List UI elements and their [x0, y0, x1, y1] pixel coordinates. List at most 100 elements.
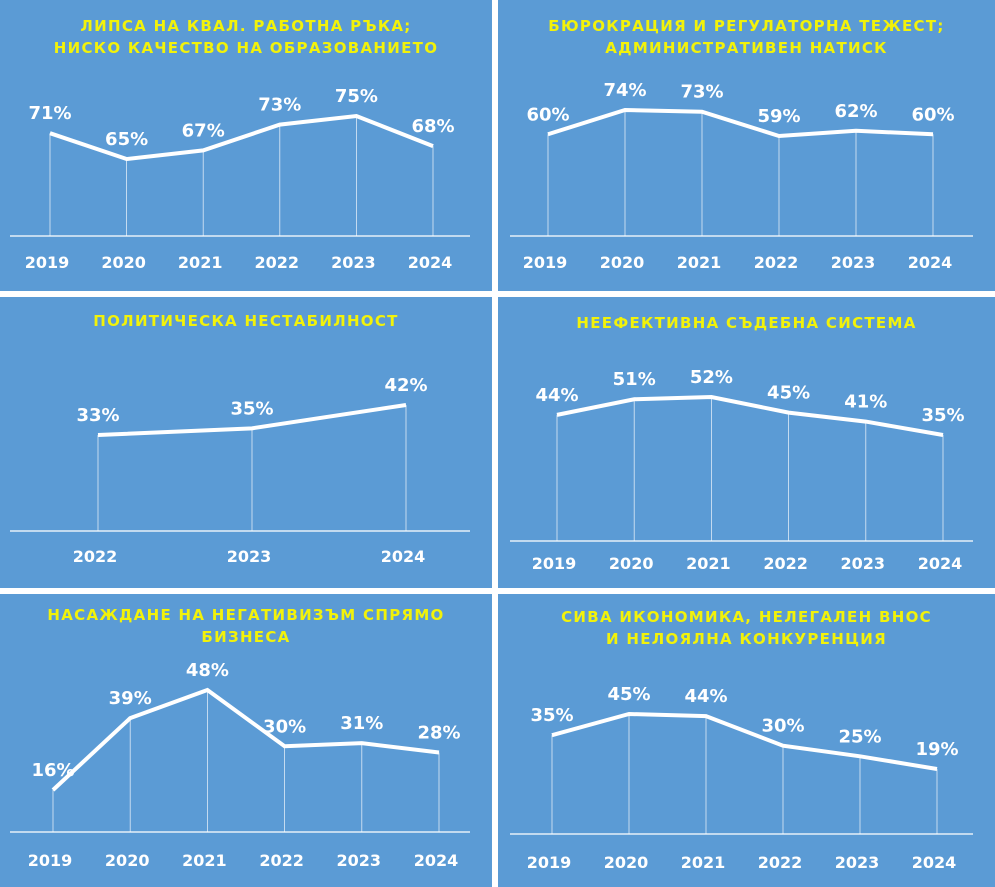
x-tick-label: 2023: [841, 554, 886, 573]
x-tick-label: 2024: [414, 851, 459, 870]
x-tick-label: 2022: [763, 554, 808, 573]
data-label: 60%: [911, 104, 954, 125]
x-tick-label: 2019: [28, 851, 73, 870]
series-line: [547, 107, 934, 139]
data-label: 60%: [526, 104, 569, 125]
chart-panel-bureaucracy: БЮРОКРАЦИЯ И РЕГУЛАТОРНА ТЕЖЕСТ; АДМИНИС…: [498, 0, 995, 291]
data-label: 45%: [607, 684, 650, 705]
chart-panel-negativism: НАСАЖДАНЕ НА НЕГАТИВИЗЪМ СПРЯМО БИЗНЕСА …: [0, 594, 492, 887]
data-label: 30%: [263, 716, 306, 737]
chart-title-line: АДМИНИСТРАТИВЕН НАТИСК: [605, 39, 888, 57]
chart-title: НЕЕФЕКТИВНА СЪДЕБНА СИСТЕМА: [498, 312, 995, 334]
chart-title: ЛИПСА НА КВАЛ. РАБОТНА РЪКА; НИСКО КАЧЕС…: [0, 15, 492, 59]
data-label: 71%: [28, 103, 71, 124]
data-label: 45%: [767, 383, 810, 404]
chart-title-line: НЕЕФЕКТИВНА СЪДЕБНА СИСТЕМА: [576, 314, 917, 332]
x-tick-label: 2024: [381, 547, 426, 566]
series-line: [49, 113, 434, 162]
x-tick-label: 2020: [105, 851, 150, 870]
series-line: [556, 394, 944, 437]
x-tick-label: 2024: [908, 253, 953, 272]
data-label: 41%: [844, 392, 887, 413]
chart-title: НАСАЖДАНЕ НА НЕГАТИВИЗЪМ СПРЯМО БИЗНЕСА: [0, 604, 492, 648]
chart-title-line: ЛИПСА НА КВАЛ. РАБОТНА РЪКА;: [80, 17, 412, 35]
x-tick-label: 2019: [527, 853, 572, 872]
line-chart: 60% 74% 73% 59% 62% 60% 2019 2020 2021 2022 2023 20…: [510, 80, 973, 272]
data-label: 30%: [761, 716, 804, 737]
data-label: 35%: [921, 405, 964, 426]
data-label: 51%: [613, 369, 656, 390]
data-label: 44%: [535, 385, 578, 406]
data-label: 48%: [186, 660, 229, 681]
x-tick-label: 2024: [918, 554, 963, 573]
data-label: 75%: [335, 86, 378, 107]
chart-panel-political-instability: ПОЛИТИЧЕСКА НЕСТАБИЛНОСТ 33% 35% 42% 2022 20…: [0, 297, 492, 588]
chart-title-line: ПОЛИТИЧЕСКА НЕСТАБИЛНОСТ: [93, 312, 399, 330]
line-chart: 44% 51% 52% 45% 41% 35% 2019 2020 2021 2022 2023 20…: [510, 367, 973, 573]
data-label: 35%: [530, 705, 573, 726]
chart-panel-judicial-system: НЕЕФЕКТИВНА СЪДЕБНА СИСТЕМА 44% 51% 52% 45%…: [498, 297, 995, 588]
data-label: 67%: [182, 120, 225, 141]
x-tick-label: 2020: [101, 253, 146, 272]
data-label: 35%: [230, 398, 273, 419]
data-label: 39%: [109, 688, 152, 709]
x-tick-label: 2022: [73, 547, 118, 566]
chart-title: БЮРОКРАЦИЯ И РЕГУЛАТОРНА ТЕЖЕСТ; АДМИНИС…: [498, 15, 995, 59]
chart-title-line: И НЕЛОЯЛНА КОНКУРЕНЦИЯ: [606, 630, 887, 648]
data-label: 73%: [258, 95, 301, 116]
data-label: 74%: [603, 80, 646, 101]
chart-title-line: БИЗНЕСА: [201, 628, 291, 646]
chart-title: СИВА ИКОНОМИКА, НЕЛЕГАЛЕН ВНОС И НЕЛОЯЛН…: [498, 606, 995, 650]
x-tick-label: 2020: [600, 253, 645, 272]
x-tick-label: 2024: [912, 853, 957, 872]
x-tick-label: 2021: [182, 851, 227, 870]
chart-title-line: НАСАЖДАНЕ НА НЕГАТИВИЗЪМ СПРЯМО: [47, 606, 445, 624]
chart-title-line: БЮРОКРАЦИЯ И РЕГУЛАТОРНА ТЕЖЕСТ;: [548, 17, 945, 35]
x-tick-label: 2021: [178, 253, 223, 272]
data-label: 52%: [690, 367, 733, 388]
data-label: 25%: [838, 726, 881, 747]
data-label: 65%: [105, 129, 148, 150]
x-tick-label: 2019: [25, 253, 70, 272]
data-label: 16%: [31, 760, 74, 781]
x-tick-label: 2023: [831, 253, 876, 272]
x-tick-label: 2022: [259, 851, 304, 870]
x-tick-label: 2023: [331, 253, 376, 272]
data-label: 28%: [417, 723, 460, 744]
data-label: 19%: [915, 739, 958, 760]
series-line: [551, 711, 938, 771]
x-tick-label: 2020: [604, 853, 649, 872]
data-label: 31%: [340, 713, 383, 734]
x-tick-label: 2022: [758, 853, 803, 872]
x-tick-label: 2022: [255, 253, 300, 272]
series-line: [51, 687, 440, 792]
x-tick-label: 2021: [686, 554, 731, 573]
line-chart: 71% 65% 67% 73% 75% 68% 2019 2020 2021 2022 2023 20…: [10, 86, 470, 272]
line-chart: 35% 45% 44% 30% 25% 19% 2019 2020 2021 2022 2023 20…: [510, 684, 973, 872]
series-line: [97, 403, 407, 437]
data-label: 59%: [757, 106, 800, 127]
x-tick-label: 2020: [609, 554, 654, 573]
line-chart: 33% 35% 42% 2022 2023 2024: [10, 375, 470, 566]
x-tick-label: 2023: [337, 851, 382, 870]
line-chart: 16% 39% 48% 30% 31% 28% 2019 2020 2021 2022 2023 20…: [10, 660, 470, 870]
x-tick-label: 2019: [532, 554, 577, 573]
chart-panel-skilled-labor: ЛИПСА НА КВАЛ. РАБОТНА РЪКА; НИСКО КАЧЕС…: [0, 0, 492, 291]
x-tick-label: 2021: [681, 853, 726, 872]
x-tick-label: 2019: [523, 253, 568, 272]
data-label: 44%: [684, 686, 727, 707]
data-label: 68%: [411, 116, 454, 137]
data-label: 62%: [834, 101, 877, 122]
data-label: 33%: [76, 405, 119, 426]
x-tick-label: 2022: [754, 253, 799, 272]
chart-title-line: НИСКО КАЧЕСТВО НА ОБРАЗОВАНИЕТО: [53, 39, 439, 57]
x-tick-label: 2021: [677, 253, 722, 272]
data-label: 73%: [680, 82, 723, 103]
x-tick-label: 2023: [227, 547, 272, 566]
chart-panel-grey-economy: СИВА ИКОНОМИКА, НЕЛЕГАЛЕН ВНОС И НЕЛОЯЛН…: [498, 594, 995, 887]
chart-title-line: СИВА ИКОНОМИКА, НЕЛЕГАЛЕН ВНОС: [561, 608, 932, 626]
x-tick-label: 2024: [408, 253, 453, 272]
chart-title: ПОЛИТИЧЕСКА НЕСТАБИЛНОСТ: [0, 310, 492, 332]
x-tick-label: 2023: [835, 853, 880, 872]
data-label: 42%: [384, 375, 427, 396]
